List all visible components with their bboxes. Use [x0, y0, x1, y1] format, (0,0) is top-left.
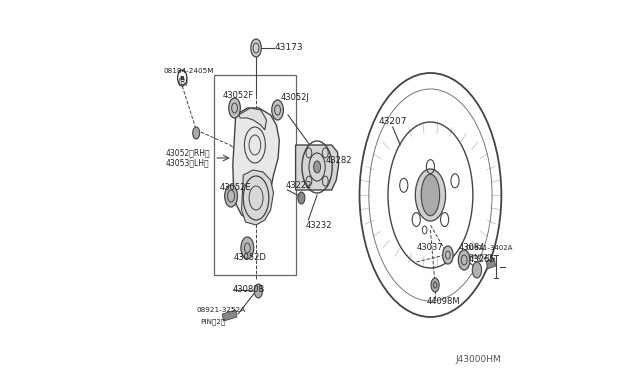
Ellipse shape: [254, 284, 262, 298]
Ellipse shape: [298, 192, 305, 204]
Text: PIN〈2〉: PIN〈2〉: [468, 254, 492, 260]
Polygon shape: [233, 108, 279, 220]
Polygon shape: [241, 170, 273, 225]
Text: 08184-2405M: 08184-2405M: [163, 68, 214, 74]
Ellipse shape: [251, 39, 261, 57]
Text: 43080B: 43080B: [233, 285, 265, 295]
Text: 43052E: 43052E: [220, 183, 252, 192]
Text: 43173: 43173: [275, 44, 303, 52]
Ellipse shape: [421, 174, 440, 216]
Polygon shape: [296, 145, 339, 190]
Ellipse shape: [472, 262, 481, 278]
Text: B: B: [180, 76, 185, 80]
Ellipse shape: [228, 98, 241, 118]
Text: 43207: 43207: [378, 118, 406, 126]
Text: 44098M: 44098M: [427, 298, 461, 307]
Ellipse shape: [458, 250, 470, 270]
Text: 43052F: 43052F: [222, 92, 253, 100]
Text: 43222: 43222: [285, 182, 312, 190]
Bar: [214, 75, 296, 275]
Text: 08921-3252A: 08921-3252A: [196, 307, 246, 313]
Text: J43000HM: J43000HM: [456, 356, 501, 365]
Text: 43052D: 43052D: [234, 253, 267, 263]
Ellipse shape: [193, 127, 200, 139]
Text: (B): (B): [177, 78, 189, 87]
Text: 43282: 43282: [326, 155, 352, 164]
Text: PIN〈2〉: PIN〈2〉: [200, 319, 226, 325]
Ellipse shape: [314, 161, 321, 173]
Text: 00921-3402A: 00921-3402A: [465, 245, 513, 251]
Text: 43265: 43265: [468, 256, 495, 264]
Text: 43037: 43037: [417, 243, 443, 251]
Ellipse shape: [415, 169, 445, 221]
Text: 43232: 43232: [306, 221, 333, 230]
Ellipse shape: [241, 237, 253, 259]
Ellipse shape: [431, 278, 439, 292]
Polygon shape: [486, 258, 495, 269]
Polygon shape: [239, 108, 266, 130]
Ellipse shape: [272, 100, 284, 120]
Text: 43052J: 43052J: [281, 93, 310, 102]
Text: 43084: 43084: [459, 244, 485, 253]
Polygon shape: [222, 310, 237, 321]
Ellipse shape: [443, 246, 453, 264]
Text: 43052〈RH〉: 43052〈RH〉: [166, 148, 211, 157]
Ellipse shape: [225, 185, 237, 207]
Text: 43053〈LH〉: 43053〈LH〉: [166, 158, 209, 167]
